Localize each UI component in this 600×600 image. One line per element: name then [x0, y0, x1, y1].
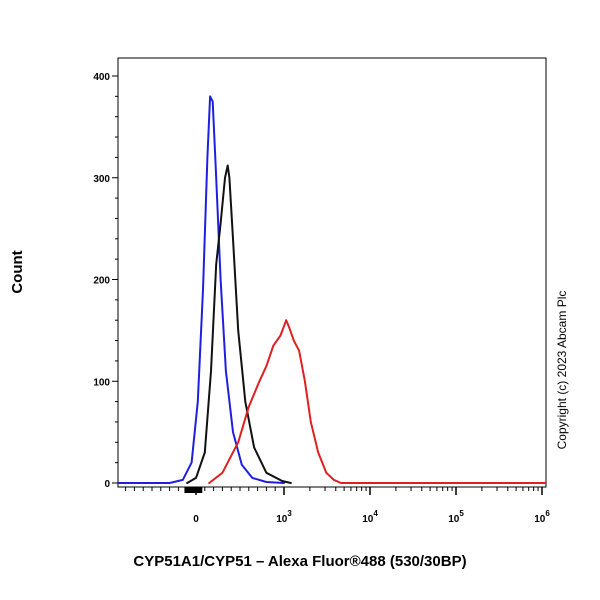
histogram-series-1 — [168, 95, 285, 484]
y-tick-label: 0 — [104, 479, 110, 490]
x-tick-label: 0 — [193, 514, 199, 525]
x-tick-label: 106 — [534, 509, 550, 525]
y-axis-title: Count — [9, 250, 26, 293]
histogram-series-2 — [186, 164, 292, 484]
y-tick-label: 400 — [93, 72, 110, 83]
x-tick-label: 104 — [362, 509, 378, 525]
plot-frame — [117, 57, 547, 488]
histogram-series-3 — [208, 319, 342, 484]
x-tick-label: 103 — [276, 509, 292, 525]
chart-labels: Count CYP51A1/CYP51 – Alexa Fluor®488 (5… — [9, 250, 569, 570]
copyright-annotation: Copyright (c) 2023 Abcam Plc — [555, 291, 569, 450]
chart-series-layer — [118, 95, 546, 484]
y-tick-label: 300 — [93, 174, 110, 185]
chart-axes: 0 100 200 300 400 0 103 104 105 106 — [93, 57, 550, 525]
x-axis-title: CYP51A1/CYP51 – Alexa Fluor®488 (530/30B… — [133, 553, 466, 570]
x-tick-label: 105 — [448, 509, 464, 525]
y-tick-label: 200 — [93, 276, 110, 287]
y-tick-label: 100 — [93, 377, 110, 388]
